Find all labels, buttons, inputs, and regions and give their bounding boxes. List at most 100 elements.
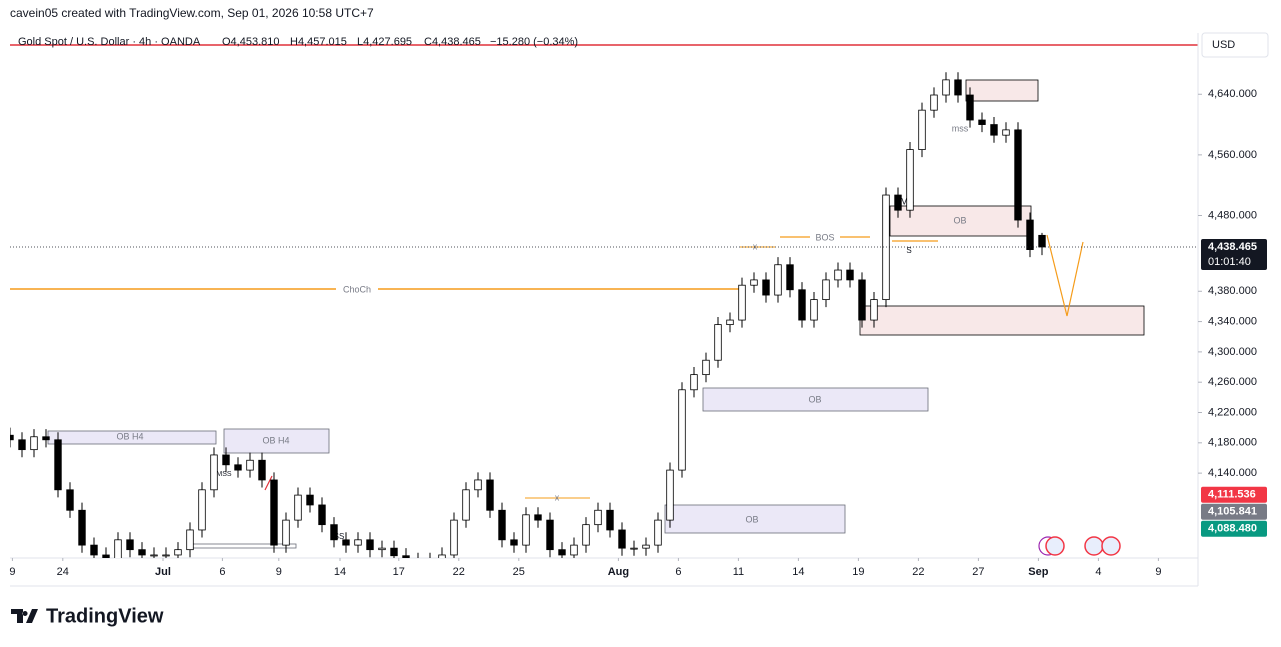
candle-body: [534, 514, 542, 521]
credit: cavein05 created with TradingView.com, S…: [10, 6, 374, 20]
candle-body: [270, 479, 278, 546]
annotation: FVG: [896, 196, 915, 206]
candle-body: [42, 436, 50, 441]
x-tick-label: 17: [393, 566, 405, 578]
candle-body: [438, 554, 446, 558]
candle-body: [54, 439, 62, 491]
candle-body: [366, 539, 374, 551]
x-tick-label: Aug: [608, 566, 629, 578]
label-bg: [336, 283, 378, 295]
y-tick-label: 4,140.000: [1208, 467, 1257, 479]
candle-body: [942, 79, 950, 96]
price-label: 4,111.536: [1208, 489, 1256, 501]
annotation: OB H4: [262, 435, 289, 445]
candle-body: [546, 519, 554, 551]
annotation: mss: [952, 123, 969, 133]
event-icon[interactable]: [1101, 536, 1121, 556]
candle-body: [894, 194, 902, 211]
x-tick-label: 14: [792, 566, 804, 578]
last-price-box: [1201, 238, 1267, 270]
ohlc-open: O4,453.810: [222, 36, 280, 48]
annotation: OB: [808, 394, 821, 404]
y-tick-label: 4,380.000: [1208, 285, 1257, 297]
event-icon[interactable]: [1045, 536, 1065, 556]
logo: TradingView: [11, 605, 164, 627]
candle-body: [966, 94, 974, 121]
x-tick-label: 11: [733, 566, 744, 578]
candle-body: [30, 436, 38, 451]
candle-body: [330, 524, 338, 541]
symbol: Gold Spot / U.S. Dollar · 4h · OANDA: [18, 36, 201, 48]
candle-body: [642, 544, 650, 549]
candle-body: [522, 514, 530, 546]
candle-body: [834, 269, 842, 281]
x-tick-label: Sep: [1028, 566, 1048, 578]
candle-body: [918, 109, 926, 150]
candle-body: [606, 509, 614, 531]
y-tick-label: 4,260.000: [1208, 376, 1257, 388]
x-tick-label: 22: [912, 566, 924, 578]
y-tick-label: 4,220.000: [1208, 406, 1257, 418]
candle-body: [450, 519, 458, 556]
candle-body: [822, 279, 830, 301]
y-tick-label: 4,640.000: [1208, 88, 1257, 100]
candle-body: [354, 539, 362, 546]
candle-body: [870, 299, 878, 321]
x-tick-label: 19: [852, 566, 864, 578]
annotation: S: [906, 246, 911, 255]
candle-body: [234, 464, 242, 471]
candle-body: [474, 479, 482, 491]
order-block: [889, 205, 1032, 237]
annotation: BOS: [815, 232, 834, 242]
order-block: [702, 387, 929, 412]
x-tick-label: 24: [57, 566, 69, 578]
candle-body: [630, 547, 638, 550]
candle-body: [306, 494, 314, 506]
event-icons: [1038, 536, 1121, 556]
ohlc-low: L4,427.695: [357, 36, 412, 48]
annotation: x: [555, 492, 560, 502]
y-tick-label: 4,300.000: [1208, 346, 1257, 358]
candle-body: [678, 389, 686, 471]
candle-body: [486, 479, 494, 511]
currency: USD: [1212, 39, 1235, 51]
order-block: [223, 428, 330, 454]
last-price-label: 4,438.465: [1208, 241, 1257, 253]
candle-body: [774, 264, 782, 296]
annotation: OB: [953, 215, 966, 225]
candle-body: [846, 269, 854, 281]
candle-body: [90, 544, 98, 556]
candle-body: [390, 547, 398, 557]
candle-body: [930, 94, 938, 111]
candle-body: [222, 454, 230, 466]
candle-body: [378, 547, 386, 551]
candle-body: [186, 529, 194, 551]
logo-mark: [11, 609, 38, 623]
ohlc-high: H4,457.015: [290, 36, 347, 48]
candle-body: [114, 539, 122, 558]
candle-body: [570, 544, 578, 556]
candle-body: [138, 549, 146, 556]
x-tick-label: 9: [1155, 566, 1161, 578]
candle-body: [810, 299, 818, 321]
drawings: OB H4 OB H4 OB OB OB ChoCh BOS FVG mss M…: [10, 79, 1145, 549]
candle-body: [786, 264, 794, 291]
logo-text: TradingView: [46, 605, 164, 627]
event-icon[interactable]: [1084, 536, 1104, 556]
annotation: MSS: [216, 471, 232, 478]
zone: [191, 543, 297, 549]
currency-box[interactable]: [1201, 32, 1269, 58]
candle-body: [1038, 234, 1046, 248]
candle-body: [978, 119, 986, 125]
label-bg: [810, 231, 840, 243]
price-label-box: [1201, 503, 1267, 520]
candle-body: [798, 289, 806, 321]
candle-body: [1026, 219, 1034, 250]
x-tick-label: 25: [513, 566, 525, 578]
zone: [859, 305, 1145, 336]
candle-body: [427, 560, 434, 561]
annotation: x: [753, 241, 758, 251]
y-tick-label: 4,180.000: [1208, 437, 1257, 449]
candle-body: [990, 124, 998, 136]
